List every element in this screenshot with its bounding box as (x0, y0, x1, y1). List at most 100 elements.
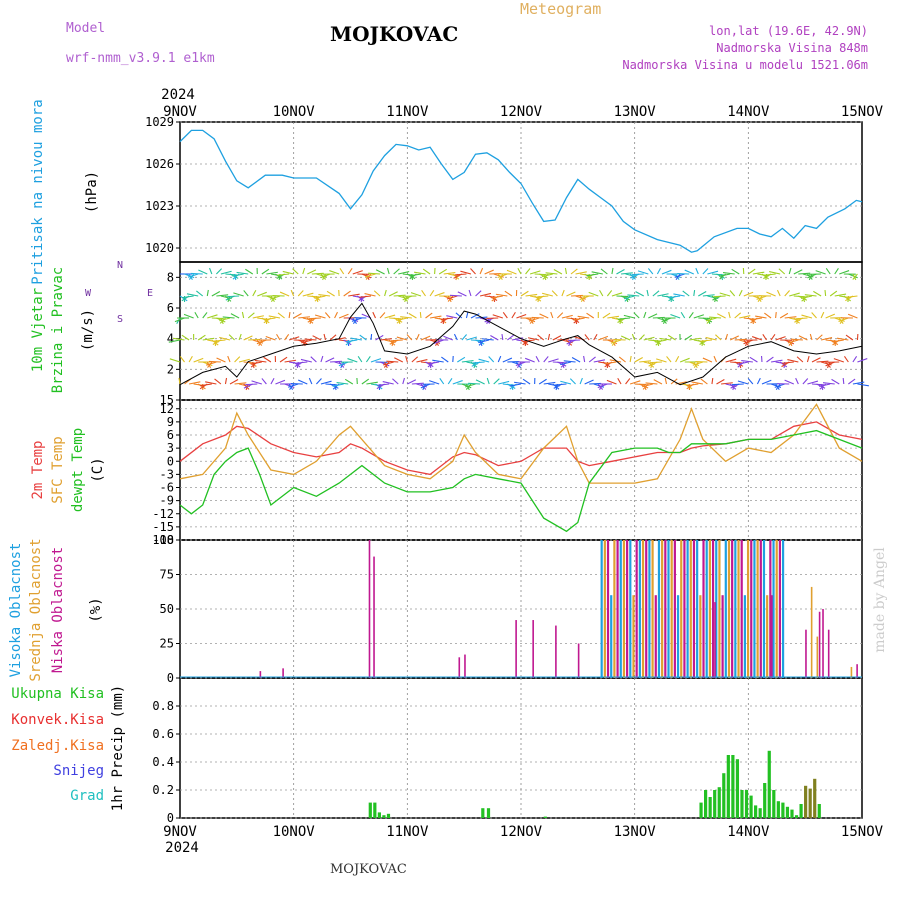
cloud-bar-dense (705, 540, 708, 678)
cloud-bar-dense (724, 540, 727, 678)
cloud-bar (805, 629, 807, 678)
wind-barb (675, 273, 681, 280)
cloud-bar-dense (645, 540, 648, 678)
wind-barb (813, 290, 822, 297)
wind-barb (188, 381, 201, 385)
cloud-bar-dense (667, 540, 670, 678)
y-tick-label: 0.6 (152, 727, 174, 741)
precip-bar (799, 804, 803, 818)
wind-barb (684, 383, 693, 390)
wind-barb (491, 295, 503, 299)
wind-barb (652, 290, 660, 297)
wind-barb (620, 335, 631, 341)
cloud-bar-dense (657, 540, 661, 678)
cloud-bar-dense (603, 540, 606, 678)
wind-barb (443, 335, 454, 341)
wind-barb (248, 338, 261, 341)
precip-bar (776, 801, 780, 818)
wind-barb (579, 295, 590, 301)
wind-barb (569, 378, 576, 385)
y-label-high-cloud: Visoka Oblacnost (8, 543, 24, 678)
wind-barb (470, 268, 476, 275)
wind-barb (520, 339, 529, 346)
wind-barb (183, 313, 194, 319)
wind-barb (522, 339, 535, 343)
wind-barb (361, 378, 370, 385)
wind-barb (405, 355, 408, 363)
wind-barb (832, 339, 844, 343)
cloud-bar-dense (622, 540, 626, 678)
wind-barb (700, 378, 708, 385)
wind-barb (713, 295, 726, 298)
wind-barb (788, 267, 792, 275)
wind-barb (187, 273, 199, 278)
wind-barb (289, 383, 295, 390)
wind-barb (815, 270, 826, 275)
wind-barb (516, 313, 527, 319)
wind-barb (807, 380, 819, 385)
wind-barb (586, 273, 599, 277)
x-tick-label-top: 14NOV (727, 104, 770, 120)
cloud-bar-dense (772, 540, 775, 678)
cloud-bar-dense (616, 540, 619, 678)
precip-bar (794, 815, 799, 818)
x-tick-label-top: 13NOV (614, 104, 657, 120)
wind-barb (493, 273, 504, 278)
wind-barb (655, 339, 667, 343)
wind-barb (584, 334, 590, 341)
precip-bar (758, 808, 762, 818)
wind-barb (420, 335, 431, 341)
wind-barb (844, 356, 849, 363)
wind-barb (566, 291, 576, 297)
wind-barb (329, 270, 340, 275)
wind-barb (433, 339, 444, 344)
y-tick-label: -12 (152, 507, 174, 521)
wind-barb (529, 317, 536, 324)
wind-barb (829, 339, 839, 346)
y-tick-label: -15 (152, 520, 174, 534)
wind-barb (606, 379, 617, 385)
wind-barb (842, 377, 845, 385)
wind-barb (202, 337, 215, 341)
y-tick-label: 15 (160, 393, 174, 407)
y-tick-label: 0.2 (152, 783, 174, 797)
wind-barb (698, 290, 707, 297)
wind-barb (573, 317, 585, 321)
wind-barb (429, 380, 440, 385)
wind-barb (270, 295, 276, 302)
wind-barb (361, 273, 372, 279)
wind-barb (216, 357, 226, 363)
wind-barb (571, 357, 581, 363)
wind-barb (750, 317, 763, 321)
wind-barb (198, 269, 208, 275)
wind-barb (169, 358, 181, 363)
wind-barb (770, 383, 782, 388)
wind-barb (293, 361, 301, 368)
cloud-bar (850, 666, 853, 678)
wind-barb (266, 295, 277, 301)
wind-barb (232, 273, 244, 277)
precip-bar (368, 802, 372, 818)
wind-barb (666, 295, 675, 302)
wind-barb (359, 334, 367, 341)
wind-barb (790, 338, 803, 341)
wind-barb (366, 381, 378, 385)
wind-barb (705, 336, 717, 341)
wind-barb (816, 334, 823, 341)
y-label-dewpt: dewpt Temp (70, 428, 86, 512)
wind-barb (637, 270, 649, 275)
cloud-bar-dense (702, 540, 705, 678)
wind-barb (468, 289, 472, 297)
cloud-bar-dense (613, 540, 616, 678)
x-tick-label-top: 11NOV (386, 104, 429, 120)
wind-barb (434, 292, 445, 297)
wind-barb (263, 317, 276, 321)
wind-barb (490, 334, 499, 341)
wind-barb (775, 311, 777, 319)
cloud-bar-dense (651, 540, 654, 678)
y-tick-label: 6 (167, 428, 174, 442)
wind-barb (449, 294, 462, 297)
altitude-label: Nadmorska Visina 848m (716, 41, 868, 55)
wind-barb (439, 378, 445, 385)
wind-barb (320, 380, 332, 385)
